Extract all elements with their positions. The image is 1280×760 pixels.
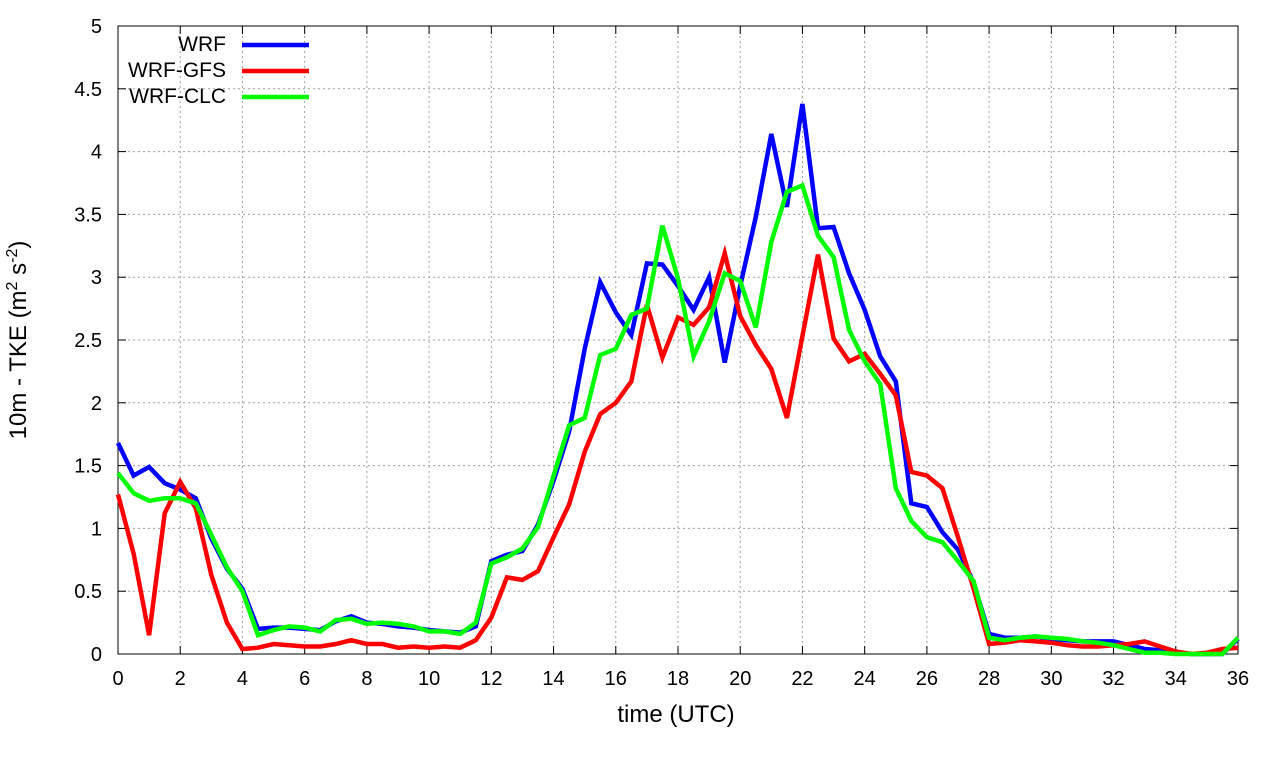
series-lines: [115, 103, 1240, 657]
x-tick-label: 12: [480, 668, 502, 690]
x-tick-label: 26: [916, 668, 938, 690]
x-tick-label: 20: [729, 668, 751, 690]
x-tick-label: 16: [605, 668, 627, 690]
y-tick-label: 5: [91, 16, 102, 38]
x-tick-label: 14: [542, 668, 564, 690]
x-tick-label: 28: [978, 668, 1000, 690]
legend-label-wrf: WRF: [178, 33, 226, 56]
x-tick-label: 2: [175, 668, 186, 690]
axis-ticks: 0 2 4 6 8 10 12 14 16 18 20 22 24 26 28 30 32 34 3600.511.…: [74, 16, 1249, 690]
x-tick-label: 4: [237, 668, 248, 690]
x-tick-label: 32: [1102, 668, 1124, 690]
legend-label-wrf-gfs: WRF-GFS: [128, 59, 226, 82]
y-tick-label: 0: [91, 644, 102, 666]
x-tick-label: 0: [112, 668, 123, 690]
x-tick-label: 10: [418, 668, 440, 690]
x-tick-label: 6: [299, 668, 310, 690]
x-tick-label: 18: [667, 668, 689, 690]
legend-label-wrf-clc: WRF-CLC: [129, 85, 226, 108]
y-tick-label: 3: [91, 267, 102, 289]
y-tick-label: 3.5: [74, 204, 102, 226]
y-tick-label: 2.5: [74, 330, 102, 352]
y-axis-label: 10m - TKE (m2 s-2): [4, 241, 32, 440]
y-tick-label: 0.5: [74, 581, 102, 603]
y-tick-label: 1: [91, 518, 102, 540]
y-tick-label: 4: [91, 142, 102, 164]
x-axis-label: time (UTC): [617, 701, 734, 728]
series-line-wrf-gfs: [115, 244, 1239, 657]
y-tick-label: 2: [91, 393, 102, 415]
grid: [118, 26, 1238, 654]
x-tick-label: 24: [854, 668, 876, 690]
series-line-wrf-clc: [116, 182, 1240, 657]
x-tick-label: 22: [791, 668, 813, 690]
y-tick-label: 4.5: [74, 79, 102, 101]
x-tick-label: 36: [1227, 668, 1249, 690]
x-tick-label: 30: [1040, 668, 1062, 690]
y-tick-label: 1.5: [74, 456, 102, 478]
x-tick-label: 8: [361, 668, 372, 690]
x-tick-label: 34: [1165, 668, 1187, 690]
legend: WRF WRF-GFS WRF-CLC: [128, 33, 309, 108]
